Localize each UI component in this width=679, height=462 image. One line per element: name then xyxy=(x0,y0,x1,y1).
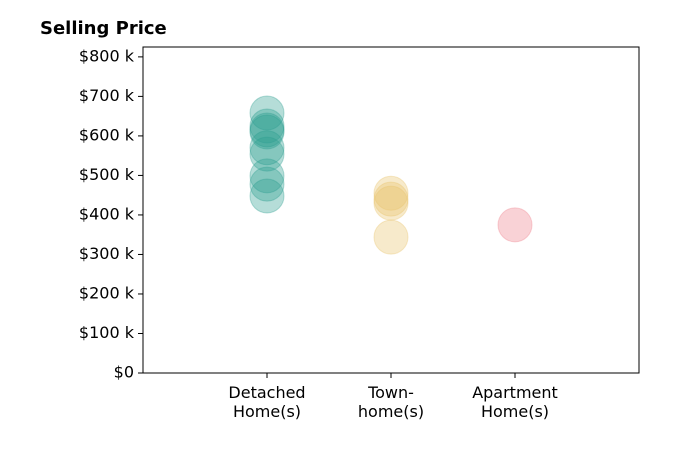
y-tick-label: $400 k xyxy=(79,204,135,223)
y-tick-label: $100 k xyxy=(79,323,135,342)
point xyxy=(249,114,285,150)
point xyxy=(249,108,285,144)
point xyxy=(249,136,285,172)
y-tick-label: $300 k xyxy=(79,244,135,263)
x-tick-label: Detached Home(s) xyxy=(228,383,306,421)
point xyxy=(249,95,285,131)
y-tick-label: $600 k xyxy=(79,125,135,144)
y-tick-label: $800 k xyxy=(79,46,135,65)
point xyxy=(249,178,285,214)
x-tick-label: Town- home(s) xyxy=(357,383,425,421)
point xyxy=(373,185,409,221)
y-tick-label: $500 k xyxy=(79,165,135,184)
point xyxy=(249,130,285,166)
point xyxy=(373,175,409,211)
point xyxy=(249,166,285,202)
x-tick-label: Apartment Home(s) xyxy=(472,383,558,421)
point xyxy=(249,112,285,148)
chart-title: Selling Price xyxy=(40,18,167,39)
point xyxy=(249,158,285,194)
y-tick-label: $0 xyxy=(114,363,134,382)
point xyxy=(373,181,409,217)
point xyxy=(373,219,409,255)
point xyxy=(497,207,533,243)
y-tick-label: $700 k xyxy=(79,86,135,105)
y-tick-label: $200 k xyxy=(79,283,135,302)
